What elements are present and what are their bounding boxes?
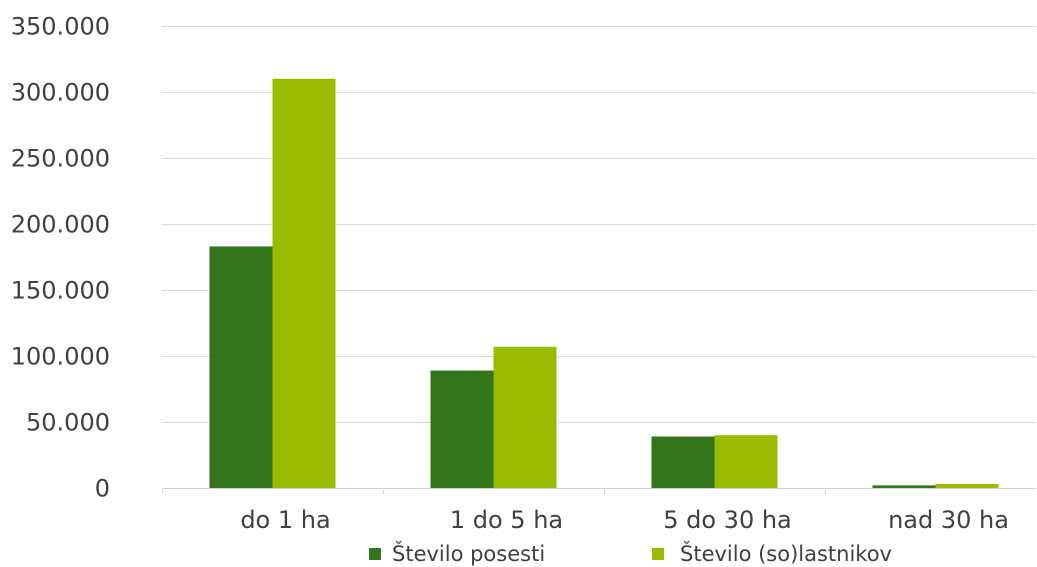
bar-series-2 (714, 435, 778, 488)
x-tick-label: 1 do 5 ha (450, 506, 563, 534)
y-tick-label: 200.000 (11, 211, 110, 239)
bar-series-2 (272, 78, 336, 489)
bar-series-1 (872, 485, 936, 488)
x-tick-label: 5 do 30 ha (663, 506, 792, 534)
legend-swatch (369, 548, 381, 560)
x-tick-label: nad 30 ha (888, 506, 1009, 534)
bar-series-1 (430, 370, 494, 488)
y-tick-label: 100.000 (11, 343, 110, 371)
x-tick-label: do 1 ha (240, 506, 330, 534)
bar-series-2 (493, 346, 557, 488)
x-axis-labels: do 1 ha 1 do 5 ha 5 do 30 ha nad 30 ha (240, 506, 1009, 534)
legend: Število posesti Število (so)lastnikov (369, 541, 892, 566)
bar-series-1 (209, 246, 273, 488)
y-tick-label: 150.000 (11, 277, 110, 305)
legend-item: Število posesti (369, 541, 545, 566)
legend-item: Število (so)lastnikov (652, 541, 892, 566)
y-tick-label: 0 (95, 475, 110, 503)
bar-series-1 (651, 436, 715, 488)
bar-series-2 (935, 484, 999, 488)
y-tick-label: 300.000 (11, 79, 110, 107)
legend-label: Število posesti (392, 541, 545, 566)
y-tick-label: 350.000 (11, 13, 110, 41)
y-tick-label: 250.000 (11, 145, 110, 173)
y-axis-labels: 0 50.000 100.000 150.000 200.000 250.000 300.0… (11, 13, 110, 503)
legend-swatch (652, 548, 664, 560)
bars (209, 78, 999, 489)
legend-label: Število (so)lastnikov (680, 541, 892, 566)
y-tick-label: 50.000 (26, 409, 110, 437)
